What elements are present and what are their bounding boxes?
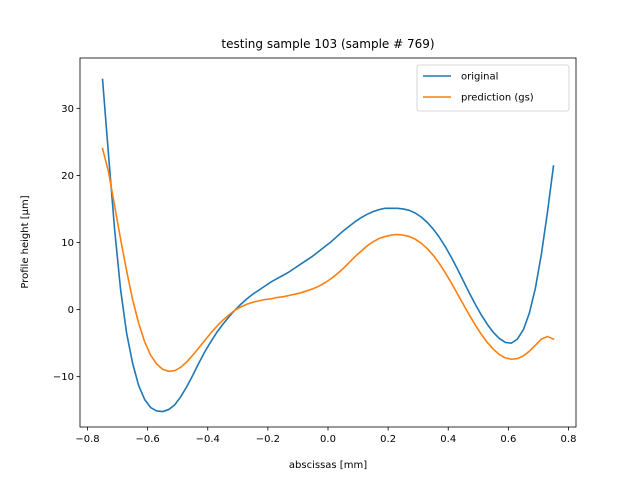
legend-box <box>416 64 570 112</box>
legend-label-2: prediction (gs) <box>461 93 534 104</box>
legend-label-1: original <box>461 72 498 83</box>
x-tick-label: 0.4 <box>440 434 456 445</box>
x-tick-label: 0.6 <box>500 434 516 445</box>
y-tick-label: 30 <box>61 104 74 115</box>
y-tick-label: 10 <box>61 238 74 249</box>
x-tick-label: −0.8 <box>75 434 99 445</box>
chart-title: testing sample 103 (sample # 769) <box>221 37 434 51</box>
y-tick-label: 20 <box>61 171 74 182</box>
y-axis-title: Profile height [μm] <box>20 195 31 288</box>
series-layer <box>101 78 555 413</box>
x-axis-title: abscissas [mm] <box>289 460 367 471</box>
y-tick-label: 0 <box>68 305 74 316</box>
x-tick-label: 0.2 <box>380 434 396 445</box>
series-line-1 <box>101 78 555 413</box>
x-tick-label: −0.6 <box>135 434 159 445</box>
x-tick-label: 0.0 <box>320 434 336 445</box>
axes-layer: −0.8 −0.6 −0.4 −0.2 0.0 0.2 0.4 0.6 0.8 −10 0 10 20 3… <box>53 57 577 445</box>
legend: original prediction (gs) <box>416 64 570 112</box>
x-tick-label: 0.8 <box>561 434 577 445</box>
y-tick-label: −10 <box>53 372 74 383</box>
x-tick-label: −0.2 <box>256 434 280 445</box>
x-tick-label: −0.4 <box>196 434 220 445</box>
series-line-2 <box>101 147 555 373</box>
